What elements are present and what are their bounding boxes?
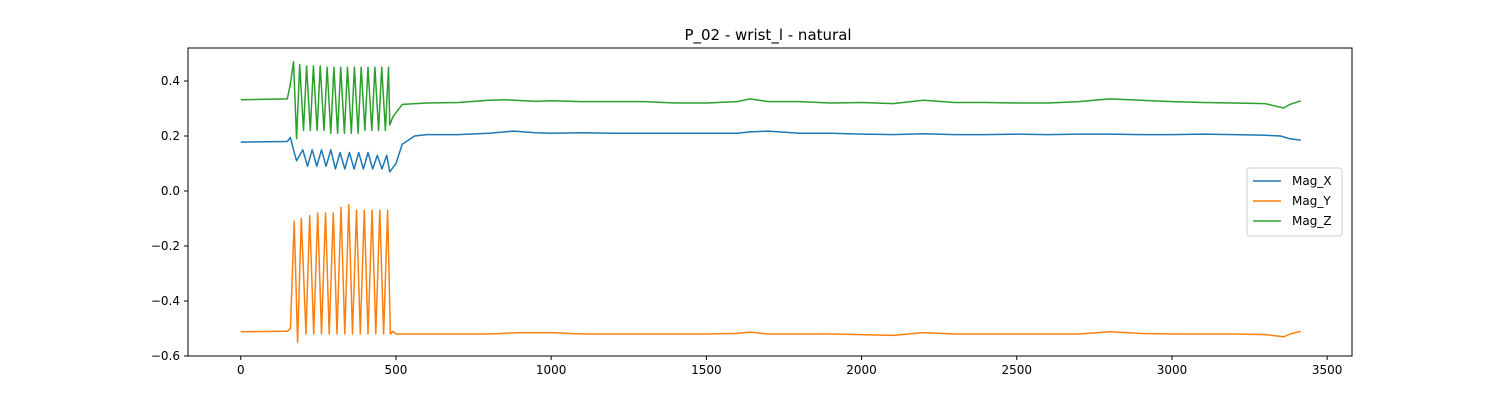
x-tick-label: 2000	[846, 363, 877, 377]
y-tick-label: −0.4	[151, 294, 180, 308]
x-tick-label: 2500	[1001, 363, 1032, 377]
chart-title: P_02 - wrist_l - natural	[684, 26, 851, 45]
legend-label-mag-x: Mag_X	[1292, 174, 1332, 188]
y-tick-label: 0.2	[161, 129, 180, 143]
series-line-mag-x	[240, 130, 1301, 173]
x-tick-label: 500	[385, 363, 408, 377]
legend-label-mag-y: Mag_Y	[1292, 194, 1331, 208]
legend-box	[1246, 167, 1343, 237]
y-tick-label: −0.6	[151, 349, 180, 363]
x-axis: 0 500 1000 1500 2000 2500 3000 3500	[237, 356, 1342, 377]
legend: Mag_X Mag_Y Mag_Z	[1246, 167, 1343, 237]
series-line-mag-y	[240, 204, 1301, 344]
x-tick-label: 0	[237, 363, 245, 377]
plot-lines	[240, 61, 1302, 344]
x-tick-label: 3500	[1312, 363, 1343, 377]
x-tick-label: 1500	[691, 363, 722, 377]
x-tick-label: 3000	[1157, 363, 1188, 377]
y-axis: −0.6 −0.4 −0.2 0.0 0.2 0.4	[151, 74, 188, 363]
series-line-mag-z	[240, 61, 1302, 140]
plot-frame	[187, 47, 1353, 357]
legend-label-mag-z: Mag_Z	[1292, 214, 1332, 228]
x-tick-label: 1000	[536, 363, 567, 377]
y-tick-label: 0.4	[161, 74, 180, 88]
y-tick-label: 0.0	[161, 184, 180, 198]
y-tick-label: −0.2	[151, 239, 180, 253]
